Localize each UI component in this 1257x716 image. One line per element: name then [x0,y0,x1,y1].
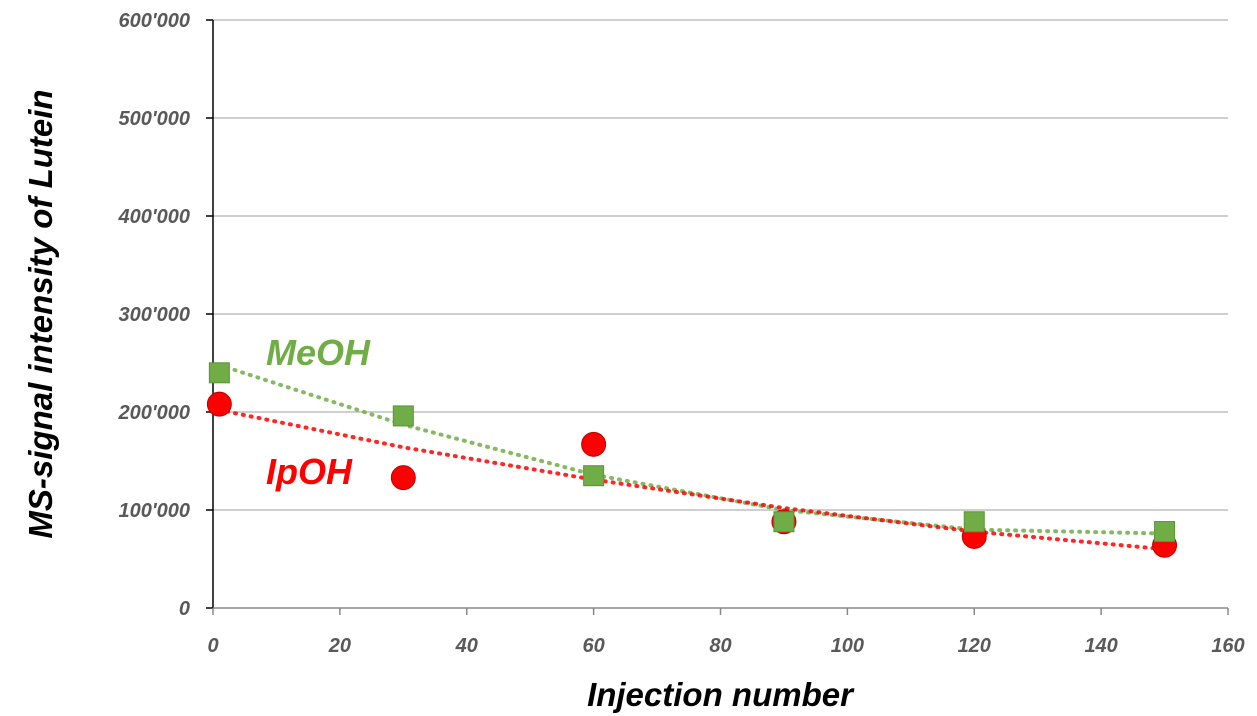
y-tick-label: 500'000 [119,108,191,130]
point-ipoh [390,465,416,491]
y-tick-labels: 0 100'000 200'000 300'000 400'000 500'000 600'… [118,10,191,620]
series-label-meoh: MeOH [266,332,371,373]
point-meoh [208,362,230,384]
y-axis-title: MS-signal intensity of Lutein [22,89,59,538]
x-axis-title: Injection number [587,676,855,713]
point-meoh [583,465,605,487]
data-points [206,362,1178,558]
x-tick-label: 160 [1211,635,1244,657]
y-tick-label: 600'000 [119,10,191,32]
trendline-ipoh [217,408,1167,552]
x-tick-label: 80 [709,635,731,657]
gridlines [206,19,1229,615]
series-label-ipoh: IpOH [266,451,353,492]
x-tick-label: 40 [455,635,478,657]
point-ipoh [581,431,607,457]
x-tick-label: 100 [831,635,864,657]
point-meoh [963,511,985,533]
x-tick-label: 20 [328,635,351,657]
point-meoh [1154,521,1176,543]
y-tick-label: 200'000 [118,402,191,424]
y-tick-label: 400'000 [118,206,191,228]
y-tick-label: 300'000 [119,304,191,326]
y-tick-label: 0 [179,598,190,620]
point-meoh [773,511,795,533]
y-tick-label: 100'000 [119,500,191,522]
point-ipoh [206,391,232,417]
trendlines [217,363,1167,552]
x-tick-label: 140 [1084,635,1117,657]
point-meoh [392,405,414,427]
x-tick-label: 60 [583,635,605,657]
x-tick-labels: 0 20 40 60 80 100 120 140 160 [207,635,1244,657]
axes [212,20,1228,609]
trendline-meoh [217,363,1167,536]
x-tick-label: 120 [958,635,991,657]
x-tick-label: 0 [207,635,218,657]
